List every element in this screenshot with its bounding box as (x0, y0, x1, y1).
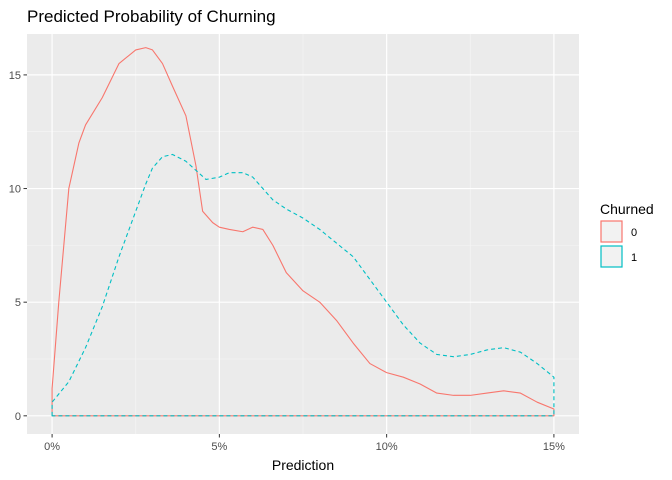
x-tick-label: 0% (44, 441, 60, 453)
legend-title: Churned (600, 201, 654, 217)
y-tick-label: 10 (9, 184, 21, 196)
y-axis: 0 5 10 15 (9, 70, 27, 423)
x-tick-label: 10% (376, 441, 398, 453)
y-tick-label: 0 (15, 411, 21, 423)
x-axis-title: Prediction (272, 457, 334, 473)
series-layer (51, 47, 555, 417)
series-0-line (51, 47, 555, 417)
legend-label-0: 0 (631, 227, 637, 239)
x-axis: 0% 5% 10% 15% (44, 434, 565, 453)
x-tick-label: 5% (211, 441, 227, 453)
x-tick-label: 15% (543, 441, 565, 453)
y-tick-label: 15 (9, 70, 21, 82)
legend: Churned 0 1 (600, 201, 654, 268)
legend-label-1: 1 (631, 252, 637, 264)
y-tick-label: 5 (15, 297, 21, 309)
minor-gridlines (27, 34, 579, 434)
series-1-line (51, 153, 555, 417)
legend-key-0 (600, 220, 623, 243)
chart-title: Predicted Probability of Churning (27, 7, 276, 26)
legend-key-1 (600, 245, 623, 268)
